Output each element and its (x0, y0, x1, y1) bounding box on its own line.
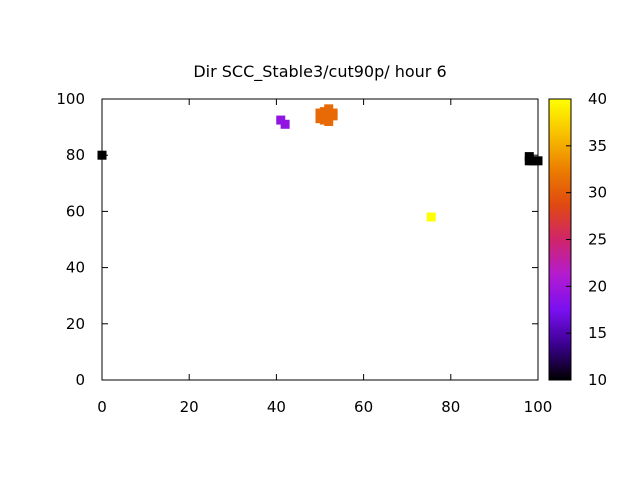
y-tick-label: 0 (75, 371, 85, 389)
colorbar-tick-label: 25 (588, 231, 607, 249)
colorbar-tick-label: 35 (588, 137, 607, 155)
plot-frame (101, 98, 539, 381)
data-point (280, 119, 290, 129)
data-point (426, 212, 436, 222)
data-point (533, 156, 543, 166)
y-tick-label: 60 (66, 202, 85, 220)
x-tick-label: 40 (267, 398, 286, 416)
data-point (328, 108, 338, 118)
data-points (97, 104, 543, 222)
chart-title: Dir SCC_Stable3/cut90p/ hour 6 (193, 62, 446, 82)
x-tick-label: 0 (97, 398, 107, 416)
x-axis: 0 20 40 60 80 100 (97, 99, 552, 416)
data-point (97, 150, 107, 160)
y-tick-label: 40 (66, 259, 85, 277)
colorbar-tick-label: 15 (588, 324, 607, 342)
colorbar-tick-label: 10 (588, 371, 607, 389)
colorbar-tick-label: 20 (588, 277, 607, 295)
y-tick-label: 100 (56, 90, 85, 108)
colorbar-ticks: 10 15 20 25 30 35 40 (566, 90, 607, 389)
x-tick-label: 20 (180, 398, 199, 416)
x-tick-label: 60 (354, 398, 373, 416)
x-tick-label: 80 (441, 398, 460, 416)
colorbar-tick-label: 30 (588, 184, 607, 202)
y-axis: 0 20 40 60 80 100 (56, 90, 538, 389)
y-tick-label: 80 (66, 146, 85, 164)
x-tick-label: 100 (524, 398, 553, 416)
y-tick-label: 20 (66, 315, 85, 333)
data-point (324, 116, 334, 126)
colorbar-tick-label: 40 (588, 90, 607, 108)
